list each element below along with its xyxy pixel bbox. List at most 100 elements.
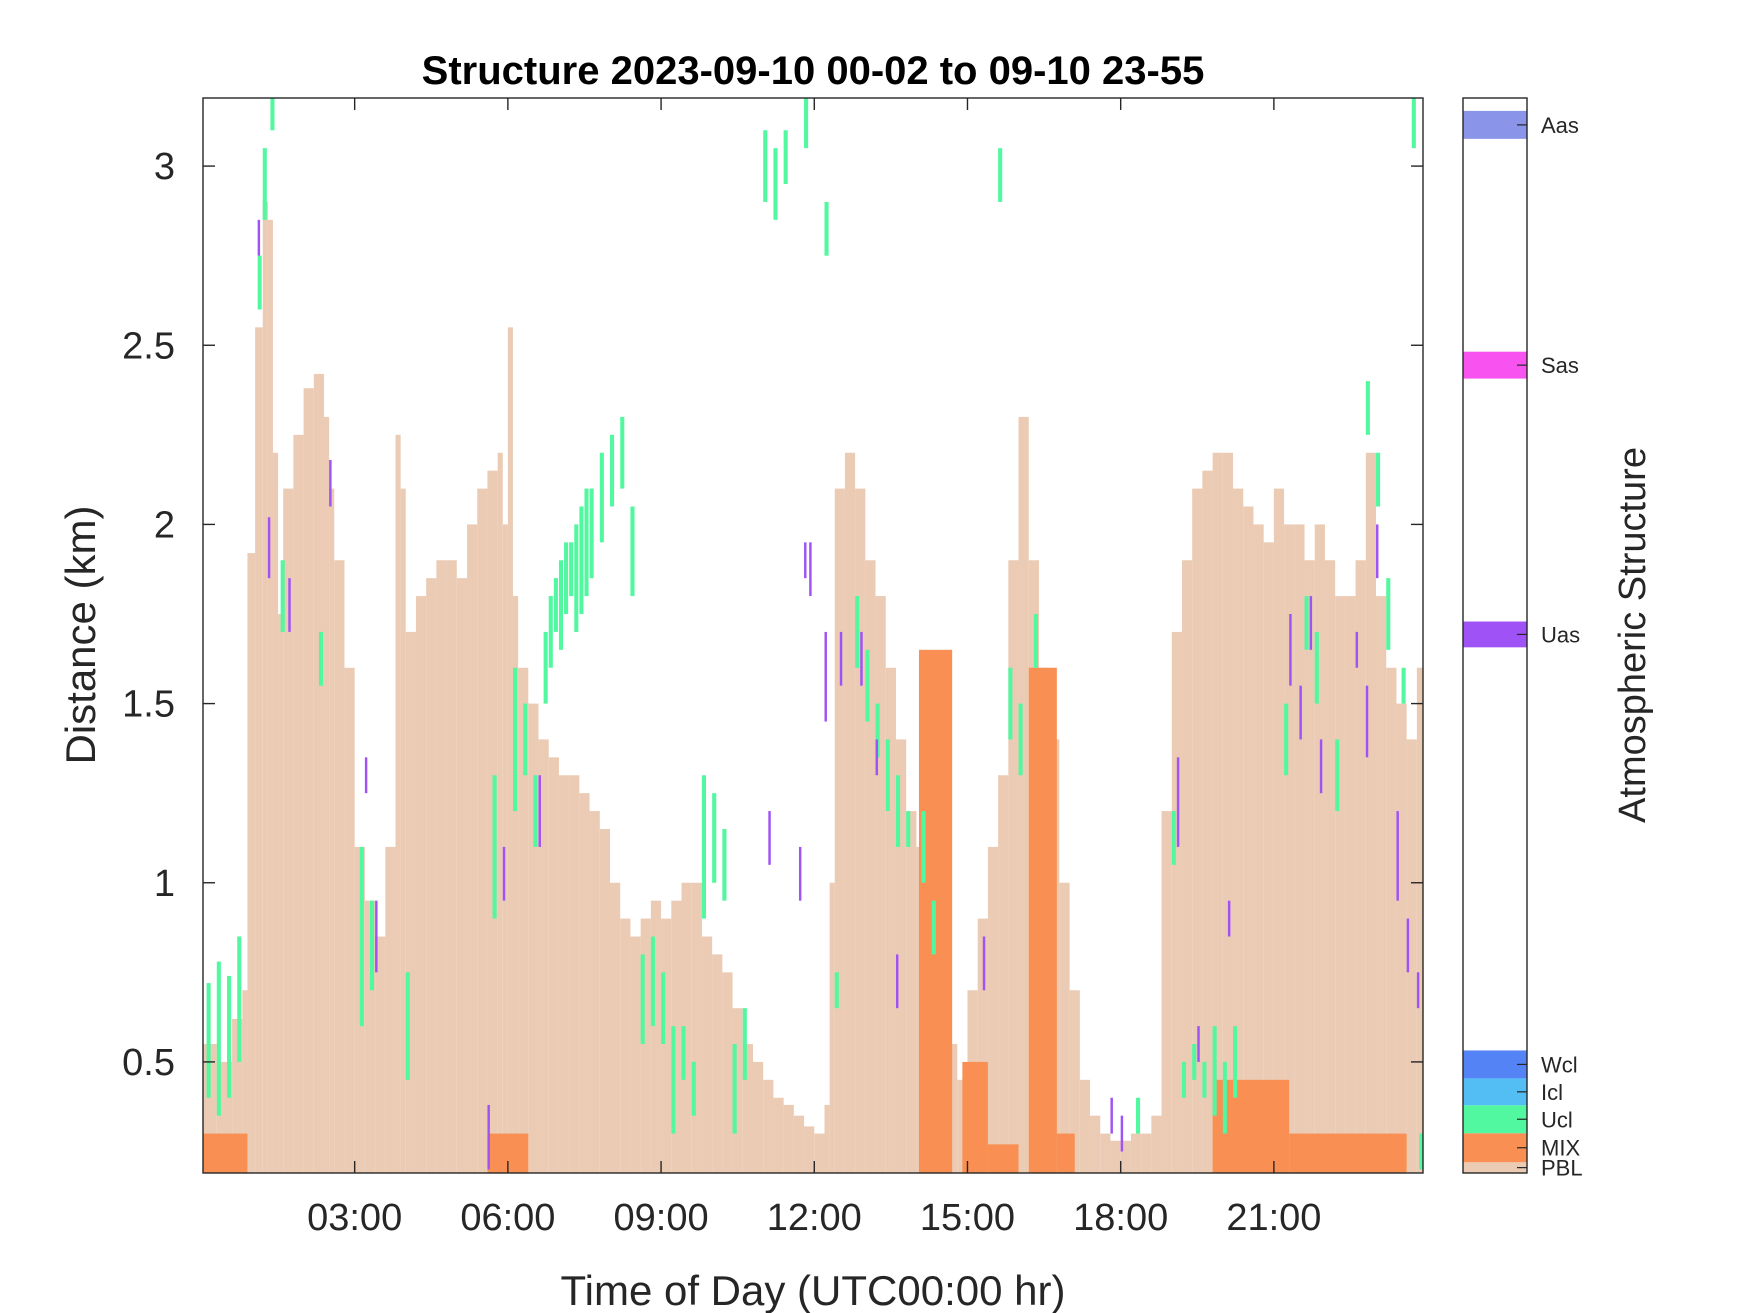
- ucl-cell: [318, 631, 324, 686]
- pbl-column: [1130, 1133, 1142, 1173]
- pbl-column: [1253, 524, 1264, 1173]
- pbl-column: [242, 990, 248, 1173]
- chart-title: Structure 2023-09-10 00-02 to 09-10 23-5…: [422, 49, 1205, 93]
- pbl-column: [303, 388, 314, 1173]
- uas-cell: [288, 578, 291, 632]
- ucl-cell: [569, 542, 574, 597]
- pbl-column: [267, 219, 273, 1174]
- pbl-column: [334, 560, 345, 1173]
- pbl-column: [834, 488, 845, 1173]
- pbl-column: [661, 918, 672, 1173]
- uas-cell: [267, 517, 271, 579]
- pbl-column: [329, 488, 335, 1173]
- mix-segment: [1289, 1133, 1407, 1173]
- ucl-cell: [620, 416, 625, 489]
- pbl-column: [998, 775, 1009, 1173]
- ucl-cell: [1222, 1061, 1227, 1134]
- pbl-column: [502, 524, 508, 1173]
- pbl-column: [1161, 811, 1172, 1173]
- ucl-cell: [610, 434, 615, 507]
- ucl-cell: [1212, 1026, 1217, 1116]
- pbl-column: [855, 488, 866, 1173]
- pbl-column: [1110, 1140, 1121, 1173]
- colorbar-label-mix: MIX: [1541, 1136, 1580, 1161]
- ucl-cell: [783, 130, 788, 184]
- pbl-column: [906, 811, 917, 1173]
- uas-cell: [1110, 1097, 1113, 1134]
- ucl-cell: [405, 972, 410, 1080]
- uas-cell: [1227, 900, 1231, 937]
- pbl-column: [375, 936, 386, 1173]
- x-tick-label: 03:00: [307, 1197, 402, 1239]
- ucl-cell: [227, 975, 232, 1098]
- colorbar-swatch-ucl: [1463, 1105, 1527, 1134]
- axes-frame: [202, 97, 1424, 1174]
- mix-segment: [1028, 667, 1057, 1173]
- pbl-column: [1304, 560, 1315, 1173]
- ucl-cell: [1018, 703, 1023, 776]
- ucl-cell: [543, 631, 548, 704]
- ucl-cell: [650, 936, 655, 1027]
- pbl-column: [512, 596, 519, 1173]
- pbl-column: [650, 900, 662, 1173]
- uas-cell: [1309, 596, 1313, 650]
- pbl-column: [518, 667, 529, 1173]
- ucl-cell: [1304, 596, 1309, 650]
- ucl-cell: [1376, 452, 1381, 507]
- ucl-cell: [1411, 98, 1416, 149]
- ucl-cell: [681, 1026, 686, 1080]
- pbl-column: [283, 488, 294, 1173]
- pbl-column: [1335, 596, 1346, 1173]
- uas-cell: [487, 1104, 490, 1170]
- pbl-column: [1069, 990, 1080, 1173]
- ucl-cell: [661, 972, 666, 1044]
- ucl-cell: [671, 1026, 676, 1134]
- x-tick-label: 15:00: [920, 1197, 1015, 1239]
- mix-segment: [962, 1061, 988, 1173]
- ucl-cell: [855, 596, 860, 668]
- x-tick-label: 12:00: [767, 1197, 862, 1239]
- ucl-cell: [691, 1061, 696, 1116]
- colorbar-frame: [1462, 97, 1528, 1174]
- pbl-column: [1243, 506, 1254, 1173]
- pbl-column: [436, 560, 447, 1173]
- colorbar-title: Atmospheric Structure: [1612, 447, 1654, 823]
- ucl-cell: [579, 506, 584, 614]
- ucl-cell: [931, 900, 936, 955]
- uas-cell: [375, 900, 378, 973]
- uas-cell: [1396, 811, 1399, 901]
- ucl-cell: [548, 596, 553, 668]
- ucl-cell: [574, 524, 579, 632]
- pbl-column: [722, 972, 733, 1173]
- colorbar-label-pbl: PBL: [1541, 1156, 1583, 1181]
- pbl-column: [446, 560, 457, 1173]
- pbl-column: [844, 452, 856, 1173]
- ucl-cell: [722, 829, 727, 901]
- uas-cell: [798, 846, 802, 901]
- pbl-column: [385, 846, 396, 1173]
- pbl-column: [1090, 1115, 1101, 1173]
- pbl-column: [829, 882, 835, 1173]
- pbl-column: [1406, 739, 1417, 1173]
- uas-cell: [1289, 614, 1292, 686]
- colorbar-label-aas: Aas: [1541, 113, 1579, 138]
- y-tick-label: 1: [154, 863, 175, 905]
- ucl-cell: [804, 98, 809, 149]
- ucl-cell: [1008, 667, 1013, 740]
- pbl-column: [344, 667, 355, 1173]
- colorbar-swatch-wcl: [1463, 1050, 1527, 1079]
- pbl-column: [783, 1104, 794, 1173]
- pbl-column: [691, 882, 702, 1173]
- ucl-cell: [1365, 381, 1370, 435]
- ucl-cell: [280, 560, 285, 632]
- ucl-cell: [492, 775, 497, 919]
- pbl-column: [497, 452, 503, 1173]
- colorbar-label-wcl: Wcl: [1541, 1052, 1578, 1077]
- pbl-column: [272, 452, 279, 1173]
- pbl-column: [1151, 1115, 1162, 1173]
- pbl-column: [701, 936, 713, 1173]
- pbl-column: [763, 1079, 774, 1173]
- ucl-cell: [834, 972, 839, 1009]
- ucl-cell: [369, 900, 375, 991]
- pbl-column: [538, 739, 549, 1173]
